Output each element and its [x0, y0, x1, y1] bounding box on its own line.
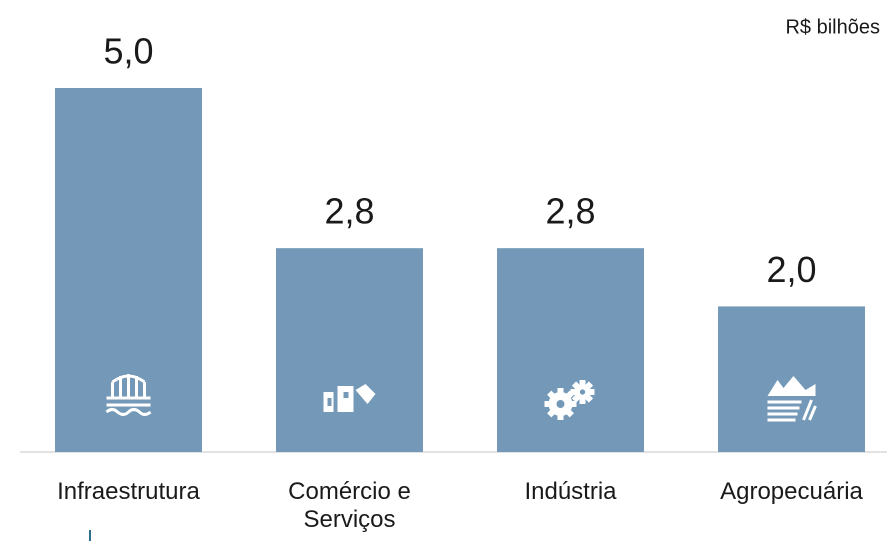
bar — [497, 248, 644, 452]
x-tick-label: Agropecuária — [720, 478, 863, 505]
value-label: 2,8 — [324, 191, 374, 232]
x-tick-label: Comércio e Serviços — [288, 478, 411, 533]
x-tick-label: Indústria — [524, 478, 617, 505]
icon — [767, 399, 817, 422]
icon — [556, 400, 565, 408]
icon — [579, 380, 586, 386]
icon — [579, 398, 586, 404]
chart-subtitle: R$ bilhões — [785, 16, 880, 38]
icon — [557, 388, 564, 394]
icon — [323, 384, 376, 412]
icon — [557, 414, 564, 420]
bar-icon — [767, 376, 817, 422]
value-label: 2,0 — [766, 249, 816, 290]
icon — [579, 389, 586, 395]
icon — [343, 392, 349, 398]
bar-icon — [105, 374, 152, 416]
bar-icon — [323, 384, 376, 412]
value-label: 2,8 — [545, 191, 595, 232]
value-label: 5,0 — [103, 31, 153, 72]
icon — [105, 374, 152, 416]
icon — [767, 376, 816, 396]
bar — [276, 248, 423, 452]
icon — [327, 398, 332, 406]
x-tick-label: Infraestrutura — [57, 478, 200, 505]
